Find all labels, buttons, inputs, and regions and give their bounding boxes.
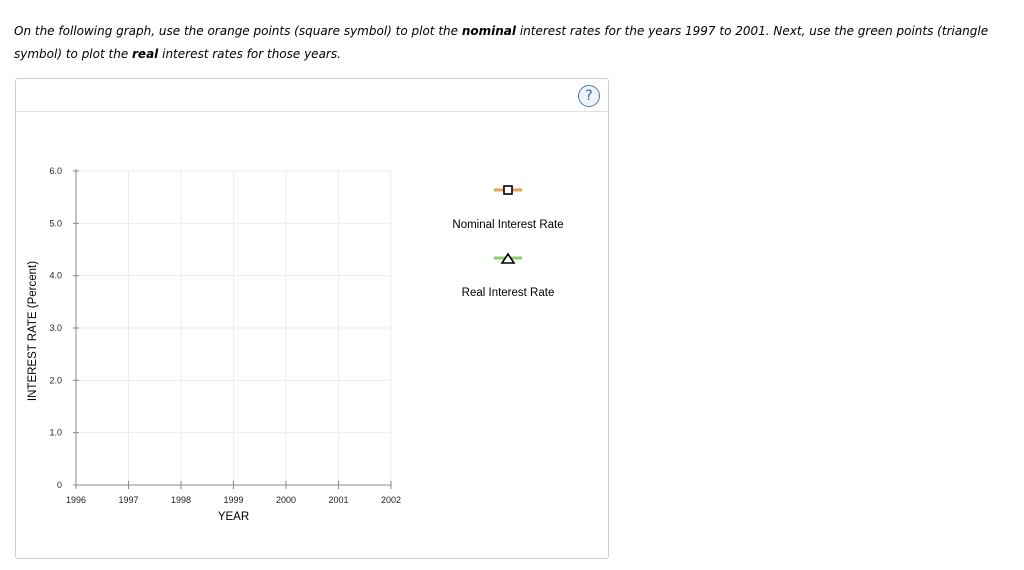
y-tick-label: 3.0 bbox=[49, 323, 62, 333]
x-tick-label: 2002 bbox=[381, 495, 401, 505]
instructions-bold-real: real bbox=[132, 47, 159, 61]
instructions-bold-nominal: nominal bbox=[461, 24, 516, 38]
x-tick-label: 2001 bbox=[328, 495, 348, 505]
x-tick-label: 1999 bbox=[223, 495, 243, 505]
chart-axes bbox=[73, 169, 392, 489]
x-tick-label: 1997 bbox=[118, 495, 138, 505]
chart-grid bbox=[76, 170, 392, 485]
question-mark-icon[interactable]: ? bbox=[578, 85, 600, 107]
y-tick-label: 6.0 bbox=[49, 166, 62, 176]
chart-labels: 1996 1997 1998 1999 2000 2001 2002 0 1.0 2.0 3.0 4.… bbox=[27, 166, 401, 523]
triangle-marker-icon[interactable] bbox=[500, 252, 516, 264]
instructions-part3: interest rates for those years. bbox=[158, 47, 341, 61]
interest-rate-chart[interactable]: 1996 1997 1998 1999 2000 2001 2002 0 1.0 2.0 3.0 4.… bbox=[16, 79, 608, 558]
graph-panel: ? 1996 1997 1998 1999 2000 2001 2002 0 1.0 2.0 3.0… bbox=[15, 78, 609, 559]
chart-legend[interactable]: Nominal Interest Rate Real Interest Rate bbox=[452, 185, 564, 299]
x-tick-label: 1996 bbox=[66, 495, 86, 505]
y-tick-label: 2.0 bbox=[49, 375, 62, 385]
legend-label-real: Real Interest Rate bbox=[462, 287, 555, 299]
x-axis-title: YEAR bbox=[218, 511, 249, 523]
y-axis-title: INTEREST RATE (Percent) bbox=[27, 261, 39, 401]
x-tick-label: 2000 bbox=[276, 495, 296, 505]
x-tick-label: 1998 bbox=[171, 495, 191, 505]
y-tick-label: 4.0 bbox=[49, 271, 62, 281]
instructions-text: On the following graph, use the orange p… bbox=[14, 20, 1004, 66]
legend-item-nominal[interactable]: Nominal Interest Rate bbox=[452, 185, 564, 231]
square-marker-icon[interactable] bbox=[503, 185, 513, 195]
graph-panel-header: ? bbox=[16, 79, 608, 112]
legend-label-nominal: Nominal Interest Rate bbox=[452, 219, 563, 231]
y-tick-label: 5.0 bbox=[49, 218, 62, 228]
y-tick-label: 1.0 bbox=[49, 428, 62, 438]
instructions-part2: interest rates for the years 1997 to 200… bbox=[14, 24, 989, 61]
instructions-part1: On the following graph, use the orange p… bbox=[14, 24, 462, 38]
legend-item-real[interactable]: Real Interest Rate bbox=[462, 252, 555, 299]
y-tick-label: 0 bbox=[57, 480, 62, 490]
